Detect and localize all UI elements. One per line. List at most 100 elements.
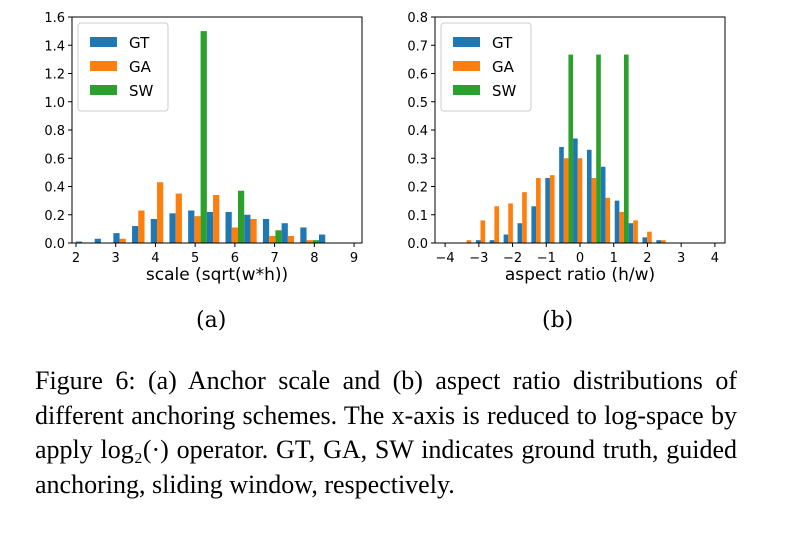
bar-gt — [642, 237, 648, 243]
x-tick-label: 3 — [112, 251, 120, 266]
bar-gt — [573, 138, 578, 243]
scale-histogram-chart: 0.0 0.2 0.4 0.6 0.8 1.0 1.2 1.4 1.6 2 3 4 5 6 7 8 9 scale… — [44, 11, 363, 285]
bar-gt — [586, 149, 592, 243]
bar-ga — [287, 235, 295, 243]
bar-gt — [244, 214, 251, 243]
bar-gt — [206, 211, 214, 243]
bar-ga — [591, 178, 597, 243]
x-tick-label: 0 — [576, 251, 584, 266]
bar-ga — [175, 193, 182, 243]
x-axis-label: aspect ratio (h/w) — [505, 265, 655, 285]
bar-ga — [508, 203, 513, 243]
y-tick-label: 1.0 — [44, 96, 65, 111]
y-tick-label: 1.6 — [44, 11, 65, 26]
x-tick-label: 4 — [151, 251, 159, 266]
bar-ga — [480, 220, 486, 243]
bar-ga — [269, 235, 276, 243]
y-tick-label: 0.0 — [407, 237, 428, 252]
legend-swatch-gt — [453, 37, 480, 47]
bar-ga — [549, 175, 555, 243]
bar-ga — [466, 240, 472, 243]
bar-ga — [647, 231, 652, 243]
aspect-ratio-histogram-chart: 0.0 0.1 0.2 0.3 0.4 0.5 0.6 0.7 0.8 −4 −3 −2 −1 0 1 2 3 4… — [407, 11, 726, 285]
bar-gt — [225, 211, 232, 243]
y-tick-label: 0.4 — [407, 124, 428, 139]
x-tick-label: 1 — [610, 251, 618, 266]
bar-gt — [94, 238, 101, 243]
bar-ga — [633, 220, 638, 243]
bar-gt — [600, 166, 606, 243]
y-tick-label: 0.8 — [407, 11, 428, 26]
bar-gt — [132, 226, 139, 243]
bar-gt — [545, 178, 550, 243]
bar-gt — [262, 218, 270, 243]
x-tick-label: 6 — [231, 251, 239, 266]
bar-gt — [517, 223, 523, 243]
y-tick-label: 0.2 — [44, 209, 65, 224]
x-tick-label: −3 — [469, 251, 488, 266]
bar-ga — [138, 210, 145, 243]
bar-ga — [250, 218, 257, 243]
legend: GT GA SW — [440, 22, 532, 112]
legend: GT GA SW — [77, 22, 169, 112]
y-tick-label: 0.1 — [407, 209, 428, 224]
x-tick-label: 4 — [711, 251, 719, 266]
legend-label-gt: GT — [492, 34, 513, 52]
bar-sw — [237, 190, 245, 243]
bar-ga — [577, 158, 583, 243]
panel-label-a: (a) — [196, 308, 227, 333]
bar-sw — [200, 31, 207, 243]
y-tick-label: 0.7 — [407, 39, 428, 54]
bar-gt — [559, 146, 564, 243]
bar-ga — [605, 197, 611, 243]
bar-ga — [660, 240, 666, 243]
bar-gt — [75, 241, 83, 243]
bar-gt — [531, 206, 537, 243]
y-tick-label: 0.5 — [407, 96, 428, 111]
bar-gt — [503, 234, 509, 243]
legend-label-gt: GT — [129, 34, 150, 52]
bar-sw — [312, 240, 320, 243]
y-tick-label: 0.6 — [44, 152, 65, 167]
bar-gt — [628, 223, 634, 243]
y-tick-label: 1.2 — [44, 68, 65, 83]
bar-gt — [150, 218, 157, 243]
bar-gt — [475, 240, 481, 243]
x-tick-label: 7 — [270, 251, 278, 266]
legend-swatch-sw — [453, 85, 480, 95]
bar-gt — [188, 210, 195, 243]
x-tick-label: −4 — [436, 251, 455, 266]
y-tick-label: 0.8 — [44, 124, 65, 139]
figure-caption: Figure 6: (a) Anchor scale and (b) aspec… — [35, 366, 737, 499]
x-tick-label: −2 — [503, 251, 522, 266]
bar-gt — [489, 240, 495, 243]
bar-sw — [568, 54, 574, 244]
legend-swatch-ga — [90, 61, 117, 71]
x-tick-label: 2 — [643, 251, 651, 266]
y-tick-label: 0.2 — [407, 181, 428, 196]
bar-gt — [656, 240, 661, 243]
legend-swatch-ga — [453, 61, 480, 71]
bar-ga — [231, 227, 238, 243]
y-tick-label: 0.3 — [407, 152, 428, 167]
x-tick-label: 3 — [677, 251, 685, 266]
bar-gt — [281, 223, 288, 243]
bar-ga — [536, 178, 541, 243]
x-tick-label: 8 — [310, 251, 318, 266]
bar-gt — [113, 233, 120, 243]
legend-label-sw: SW — [129, 82, 154, 100]
legend-label-ga: GA — [129, 58, 152, 76]
x-tick-label: 9 — [350, 251, 358, 266]
bar-ga — [494, 206, 500, 243]
bar-ga — [563, 158, 569, 243]
x-tick-label: −1 — [537, 251, 556, 266]
bar-ga — [156, 182, 164, 243]
x-axis-label: scale (sqrt(w*h)) — [146, 265, 288, 285]
bar-sw — [275, 230, 282, 243]
y-tick-label: 1.4 — [44, 39, 65, 54]
x-tick-label: 5 — [191, 251, 199, 266]
panel-label-b: (b) — [542, 308, 574, 333]
x-tick-label: 2 — [72, 251, 80, 266]
bar-ga — [119, 238, 126, 243]
bar-ga — [522, 192, 527, 243]
